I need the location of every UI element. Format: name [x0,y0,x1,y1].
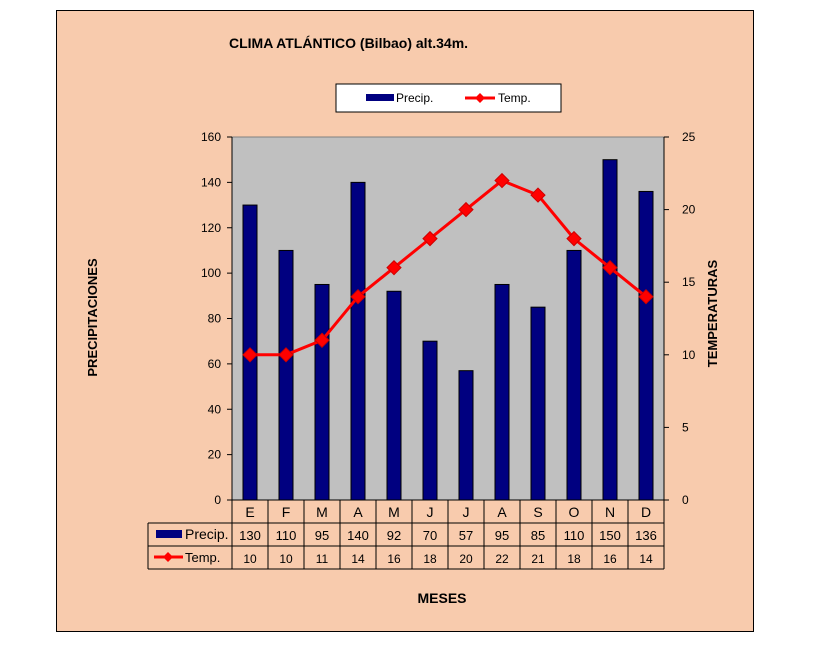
xlabel: MESES [417,590,466,606]
legend-precip-swatch [366,94,394,101]
left-tick-label: 0 [214,493,221,507]
ylabel-right: TEMPERATURAS [705,259,720,367]
bar-precip-2 [314,283,330,501]
table-precip-value: 150 [599,528,621,543]
right-tick-label: 10 [682,348,696,362]
x-tick-label: A [353,504,363,520]
x-tick-label: D [641,504,651,520]
x-tick-label: F [282,504,291,520]
right-tick-label: 0 [682,493,689,507]
table-precip-value: 70 [423,528,437,543]
right-tick-label: 25 [682,130,696,144]
legend-temp-marker [475,93,485,103]
table-precip-value: 95 [315,528,329,543]
table-precip-value: 85 [531,528,545,543]
marker-temp-8 [530,187,546,203]
table-precip-value: 130 [239,528,261,543]
legend-temp-label: Temp. [498,91,531,105]
table-temp-value: 16 [603,552,617,566]
left-tick-label: 120 [201,221,221,235]
table-precip-value: 140 [347,528,369,543]
bar-precip-3 [350,181,366,501]
left-tick-label: 60 [208,357,222,371]
table-precip-value: 136 [635,528,657,543]
marker-temp-2 [314,332,330,348]
table-temp-value: 14 [351,552,365,566]
bar-precip-11 [638,190,654,501]
bar-precip-4 [386,290,402,501]
table-precip-value: 57 [459,528,473,543]
table-temp-value: 21 [531,552,545,566]
table-temp-value: 18 [423,552,437,566]
table-precip-value: 95 [495,528,509,543]
bar-precip-10 [602,159,618,501]
marker-temp-9 [566,230,582,247]
table-precip-swatch [156,530,182,538]
table-temp-marker [163,552,173,562]
table-temp-value: 22 [495,552,509,566]
bar-precip-1 [278,249,294,501]
marker-temp-3 [350,289,366,305]
bar-precip-8 [530,306,546,501]
legend: Precip. Temp. [335,83,562,113]
table-temp-label: Temp. [185,550,220,565]
chart-title: CLIMA ATLÁNTICO (Bilbao) alt.34m. [229,35,468,51]
table-temp-value: 10 [279,552,293,566]
x-tick-label: N [605,504,615,520]
right-tick-label: 20 [682,203,696,217]
line-temp [250,179,647,357]
left-tick-label: 140 [201,175,221,189]
marker-temp-4 [386,259,402,276]
x-tick-label: M [316,504,328,520]
table-temp-value: 20 [459,552,473,566]
left-tick-label: 160 [201,130,221,144]
marker-temp-6 [458,201,474,218]
bar-precip-6 [458,370,474,501]
x-tick-label: S [533,504,542,520]
left-tick-label: 100 [201,266,221,280]
marker-temp-1 [278,347,294,363]
x-tick-label: E [245,504,254,520]
table-precip-value: 92 [387,528,401,543]
x-tick-label: J [427,504,434,520]
bar-precip-5 [422,340,438,501]
legend-precip-label: Precip. [396,91,433,105]
ylabel-left: PRECIPITACIONES [85,258,100,377]
x-tick-label: O [569,504,580,520]
table-precip-value: 110 [276,528,297,543]
marker-temp-5 [422,230,438,247]
left-tick-label: 80 [208,312,222,326]
table-temp-value: 14 [639,552,653,566]
x-tick-label: J [463,504,470,520]
plot-area [231,136,665,501]
table-temp-value: 11 [316,552,329,566]
marker-temp-0 [242,347,258,363]
table-precip-value: 110 [564,528,585,543]
chart-svg: CLIMA ATLÁNTICO (Bilbao) alt.34m. Precip.… [85,35,720,606]
data-table: Precip. Temp. E 130 10 F 110 10 M 95 11 A 140 14 M 92 16… [147,499,665,570]
bar-precip-7 [494,283,510,501]
marker-temp-10 [602,259,618,276]
x-tick-label: A [497,504,507,520]
chart-area: CLIMA ATLÁNTICO (Bilbao) alt.34m. Precip.… [56,10,754,632]
x-tick-label: M [388,504,400,520]
table-precip-label: Precip. [185,526,229,542]
table-temp-value: 10 [243,552,257,566]
bar-precip-9 [566,249,582,501]
right-tick-label: 5 [682,420,689,434]
left-tick-label: 20 [208,448,222,462]
left-tick-label: 40 [208,402,222,416]
marker-temp-7 [494,172,510,189]
marker-temp-11 [638,289,654,305]
right-tick-label: 15 [682,275,696,289]
table-temp-value: 16 [387,552,401,566]
table-temp-value: 18 [567,552,581,566]
